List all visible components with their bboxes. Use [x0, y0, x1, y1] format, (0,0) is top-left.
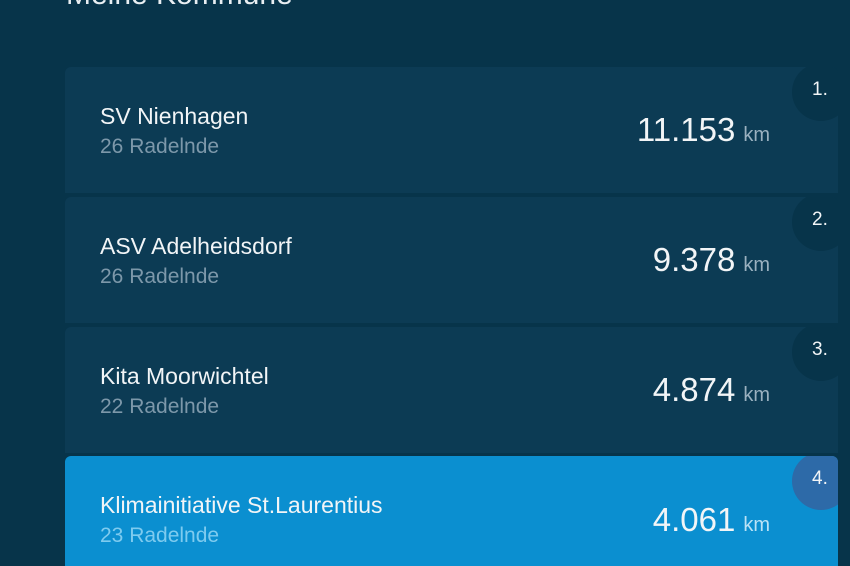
- team-members: 22 Radelnde: [100, 395, 220, 418]
- ranking-item-highlighted[interactable]: 4. Klimainitiative St.Laurentius 23 Rade…: [65, 456, 838, 566]
- rank-label: 1.: [812, 79, 828, 100]
- rank-badge: 4.: [792, 456, 838, 510]
- distance-value: 4.061: [652, 501, 736, 538]
- team-distance: 9.378 km: [653, 241, 770, 279]
- distance-value: 4.874: [652, 371, 736, 408]
- team-members: 26 Radelnde: [100, 135, 220, 158]
- distance-unit: km: [743, 514, 770, 536]
- rank-label: 2.: [812, 209, 828, 230]
- page-title: Meine Kommune: [66, 0, 293, 12]
- team-name: Klimainitiative St.Laurentius: [100, 492, 383, 518]
- distance-value: 11.153: [636, 111, 736, 148]
- team-name: SV Nienhagen: [100, 103, 249, 129]
- team-distance: 4.874 km: [653, 371, 770, 409]
- team-members: 23 Radelnde: [100, 524, 220, 547]
- rank-badge: 1.: [792, 67, 838, 121]
- distance-unit: km: [743, 384, 770, 406]
- ranking-item[interactable]: 2. ASV Adelheidsdorf 26 Radelnde 9.378 km: [65, 197, 838, 323]
- team-distance: 4.061 km: [653, 501, 770, 539]
- ranking-item[interactable]: 1. SV Nienhagen 26 Radelnde 11.153 km: [65, 67, 838, 193]
- team-distance: 11.153 km: [637, 111, 770, 149]
- rank-badge: 2.: [792, 197, 838, 251]
- distance-unit: km: [743, 124, 770, 146]
- rank-label: 4.: [812, 468, 828, 489]
- team-members: 26 Radelnde: [100, 265, 220, 288]
- ranking-item[interactable]: 3. Kita Moorwichtel 22 Radelnde 4.874 km: [65, 327, 838, 453]
- distance-unit: km: [743, 254, 770, 276]
- team-name: Kita Moorwichtel: [100, 363, 269, 389]
- rank-badge: 3.: [792, 327, 838, 381]
- rank-label: 3.: [812, 339, 828, 360]
- team-name: ASV Adelheidsdorf: [100, 233, 292, 259]
- distance-value: 9.378: [652, 241, 736, 278]
